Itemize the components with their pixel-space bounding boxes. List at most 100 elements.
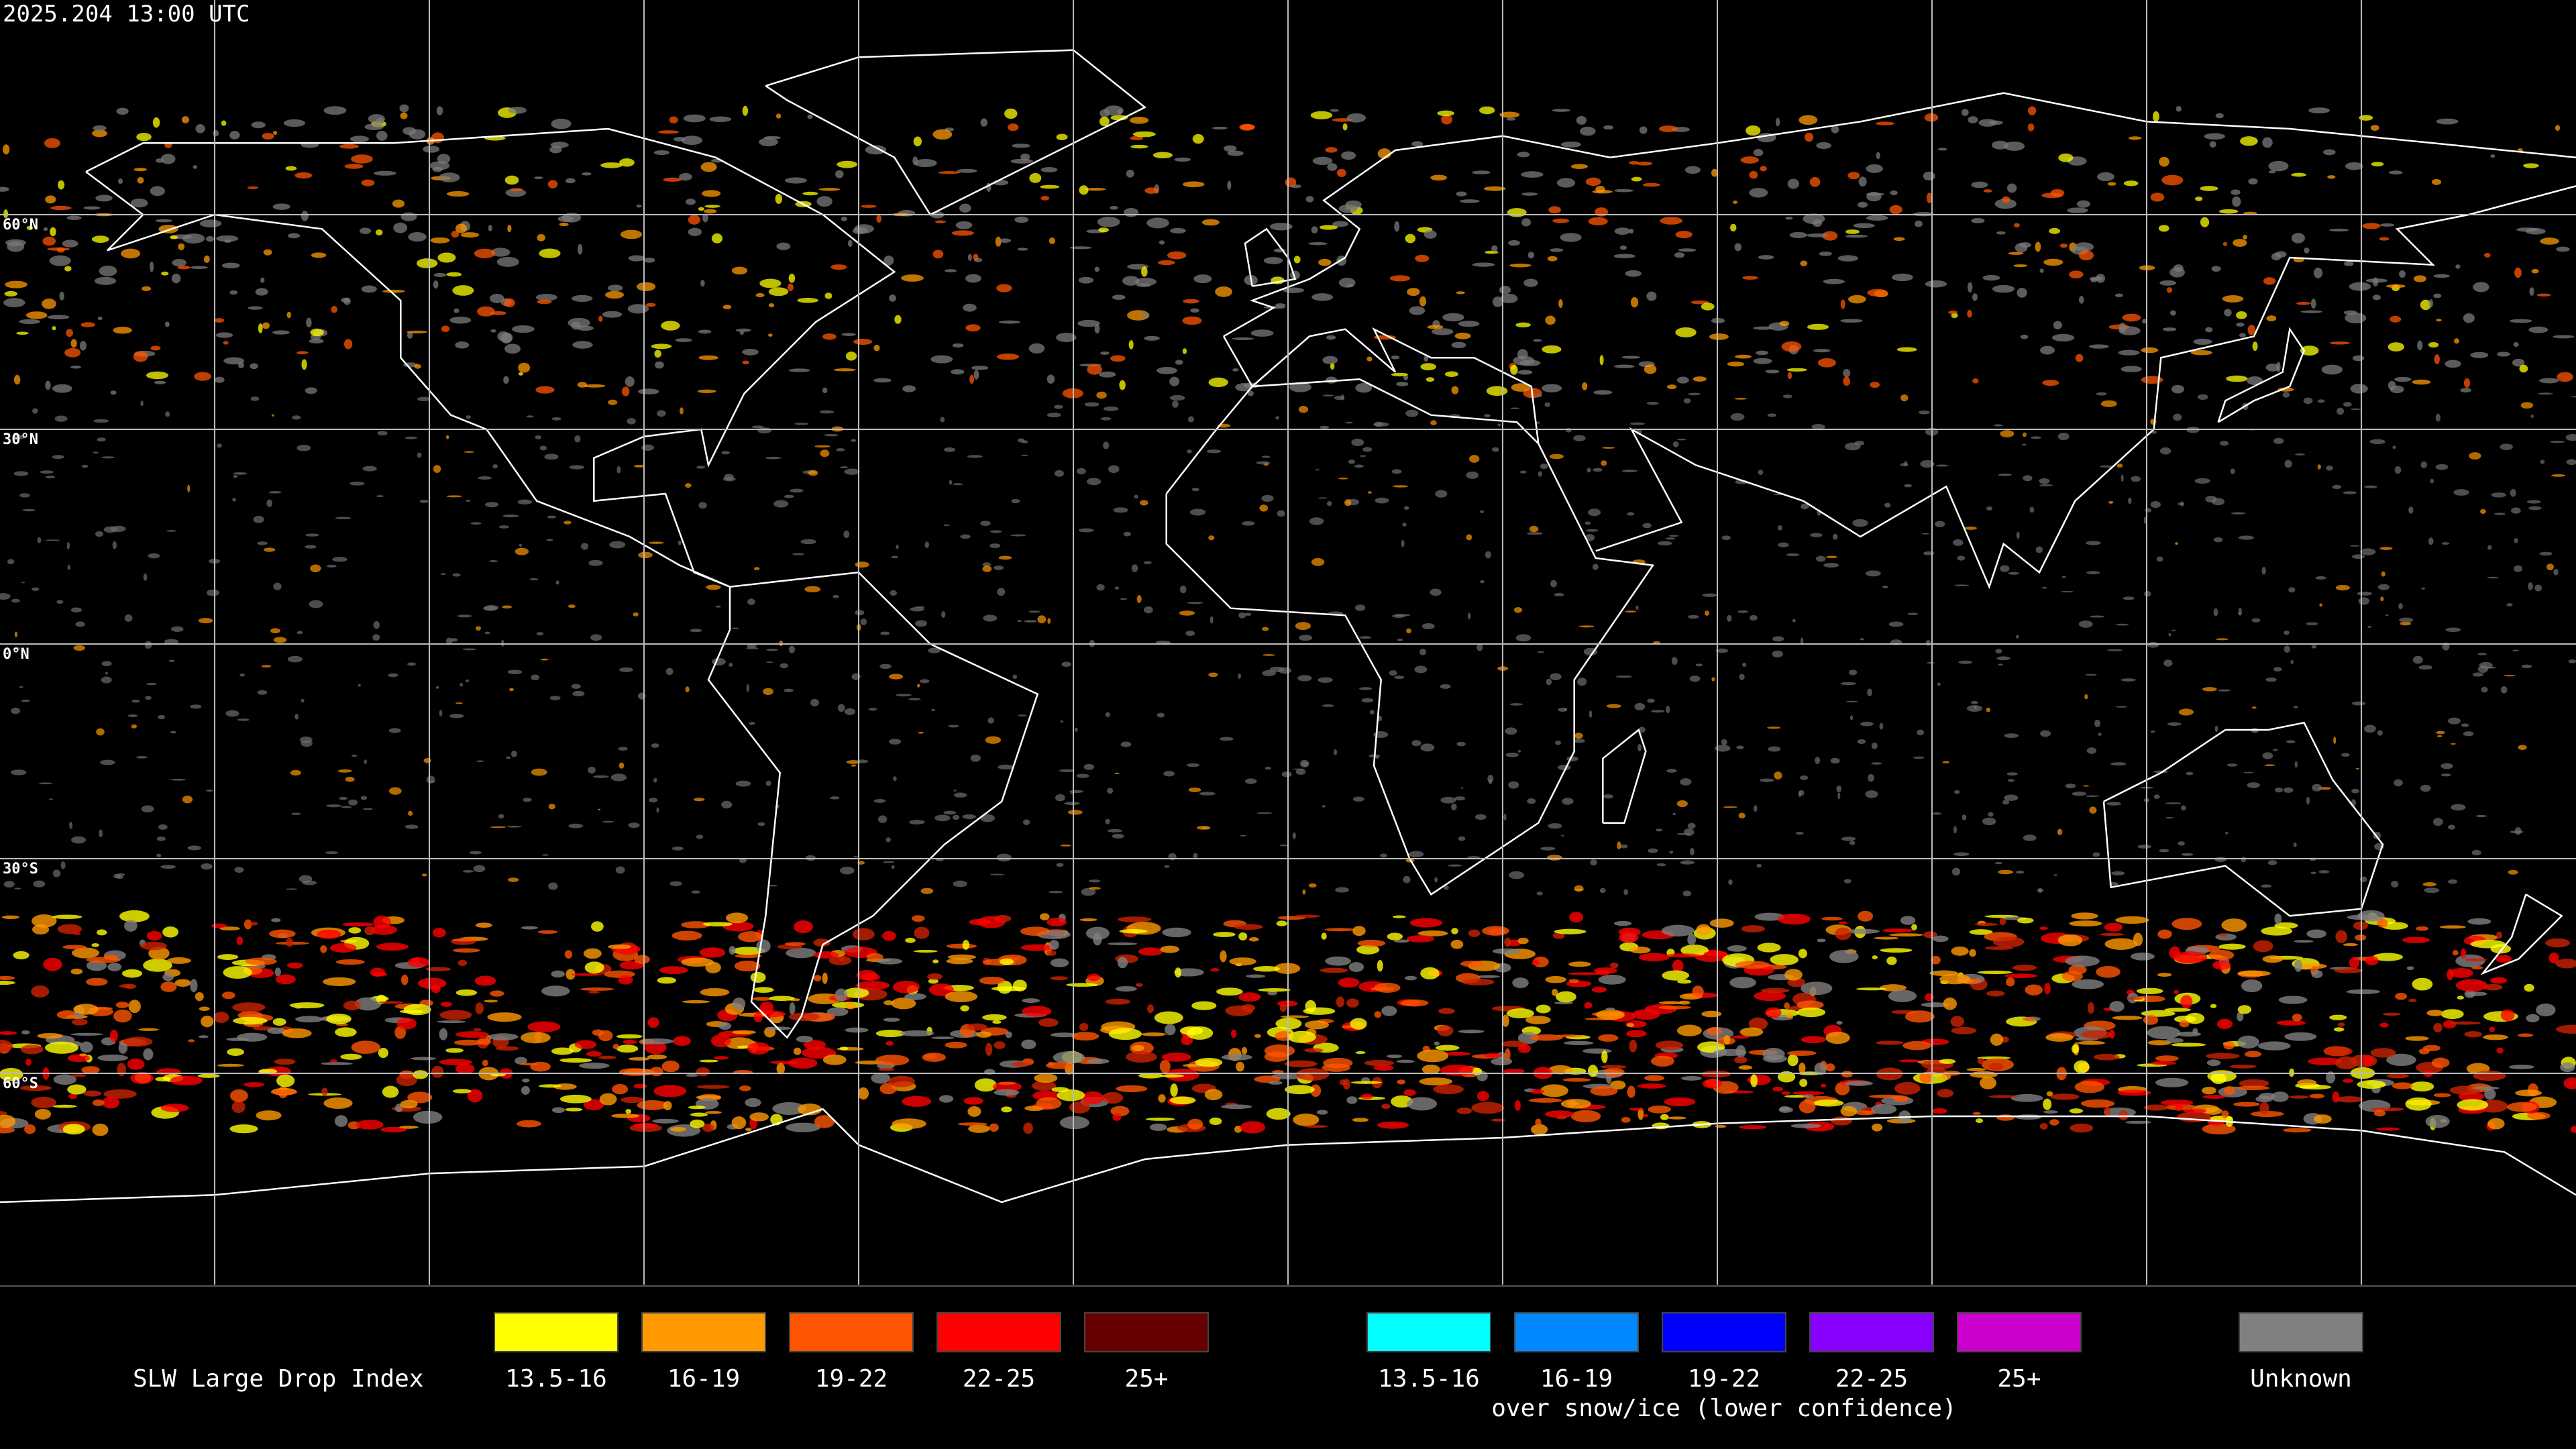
cloud-patch (698, 502, 707, 509)
cloud-patch (2155, 1055, 2179, 1062)
cloud-patch (2276, 1020, 2306, 1026)
cloud-patch (182, 233, 205, 244)
cloud-patch (62, 1124, 85, 1135)
cloud-patch (851, 764, 857, 767)
cloud-patch (20, 1044, 44, 1055)
cloud-patch (93, 451, 99, 453)
cloud-patch (1005, 1031, 1012, 1038)
cloud-patch (2084, 694, 2088, 700)
cloud-patch (1304, 1125, 1328, 1128)
cloud-patch (1629, 160, 1639, 165)
cloud-patch (1056, 863, 1064, 867)
cloud-patch (1740, 156, 1759, 164)
cloud-patch (2215, 638, 2229, 641)
cloud-patch (1870, 382, 1880, 388)
cloud-patch (2461, 723, 2469, 727)
cloud-patch (2150, 193, 2165, 202)
cloud-patch (2262, 137, 2273, 148)
cloud-patch (21, 699, 30, 702)
cloud-patch (2391, 880, 2399, 888)
cloud-patch (2153, 111, 2159, 122)
cloud-patch (2394, 466, 2402, 474)
cloud-patch (2408, 998, 2417, 1002)
cloud-patch (488, 1033, 519, 1040)
cloud-patch (1458, 836, 1466, 841)
cloud-patch (1020, 944, 1055, 951)
cloud-patch (2288, 587, 2296, 593)
cloud-patch (1280, 1015, 1309, 1018)
cloud-patch (832, 594, 840, 598)
cloud-patch (32, 914, 57, 928)
cloud-patch (103, 1089, 137, 1099)
cloud-patch (792, 553, 804, 555)
cloud-patch (508, 107, 527, 114)
cloud-patch (2448, 879, 2458, 884)
cloud-patch (1209, 1117, 1222, 1126)
cloud-patch (1972, 293, 1978, 301)
cloud-patch (2116, 463, 2123, 468)
cloud-patch (1482, 926, 1509, 936)
cloud-patch (1857, 739, 1866, 745)
cloud-patch (747, 1042, 770, 1055)
cloud-patch (1046, 413, 1061, 418)
cloud-patch (1297, 675, 1312, 682)
cloud-patch (58, 180, 65, 190)
cloud-patch (690, 1112, 708, 1117)
cloud-patch (891, 865, 895, 869)
cloud-patch (360, 796, 368, 800)
cloud-patch (1606, 704, 1621, 708)
cloud-patch (1879, 722, 1884, 730)
cloud-patch (91, 235, 109, 243)
cloud-patch (1103, 406, 1119, 411)
cloud-patch (2440, 1009, 2464, 1020)
cloud-patch (665, 667, 674, 676)
cloud-patch (2359, 548, 2376, 555)
cloud-patch (1491, 447, 1499, 452)
cloud-patch (1868, 1094, 1903, 1099)
cloud-patch (1809, 176, 1821, 187)
latitude-label: 0°N (3, 646, 30, 663)
cloud-patch (1426, 377, 1435, 382)
cloud-patch (1707, 1027, 1723, 1036)
cloud-patch (2440, 763, 2453, 769)
cloud-patch (784, 177, 807, 184)
cloud-patch (1757, 943, 1781, 953)
cloud-patch (581, 543, 589, 550)
cloud-patch (1672, 441, 1679, 447)
cloud-patch (43, 957, 62, 971)
cloud-patch (1497, 423, 1501, 427)
cloud-patch (2122, 313, 2141, 322)
cloud-patch (1618, 932, 1639, 943)
cloud-patch (1454, 796, 1466, 801)
cloud-patch (1519, 470, 1527, 474)
cloud-patch (1590, 859, 1597, 866)
cloud-patch (789, 1002, 796, 1015)
cloud-patch (121, 969, 143, 978)
cloud-patch (2236, 311, 2247, 319)
cloud-patch (1094, 266, 1100, 272)
cloud-patch (1660, 217, 1683, 225)
cloud-patch (745, 1097, 761, 1108)
cloud-patch (2290, 659, 2294, 664)
cloud-patch (1778, 1106, 1793, 1113)
cloud-patch (2428, 299, 2434, 308)
cloud-patch (1105, 998, 1130, 1005)
cloud-patch (1342, 1079, 1350, 1090)
cloud-patch (1350, 1018, 1367, 1030)
cloud-patch (1471, 1102, 1505, 1114)
cloud-patch (0, 186, 9, 192)
cloud-patch (2439, 925, 2466, 929)
cloud-patch (2069, 270, 2084, 279)
cloud-patch (1832, 533, 1838, 540)
cloud-patch (2487, 545, 2492, 550)
cloud-patch (574, 1040, 597, 1049)
cloud-patch (474, 975, 496, 986)
cloud-patch (1375, 497, 1389, 504)
cloud-patch (843, 987, 869, 998)
cloud-patch (1192, 133, 1204, 144)
cloud-patch (1248, 937, 1259, 942)
cloud-patch (286, 311, 292, 319)
cloud-patch (1169, 376, 1180, 386)
cloud-patch (1450, 939, 1464, 949)
cloud-patch (1403, 506, 1409, 510)
